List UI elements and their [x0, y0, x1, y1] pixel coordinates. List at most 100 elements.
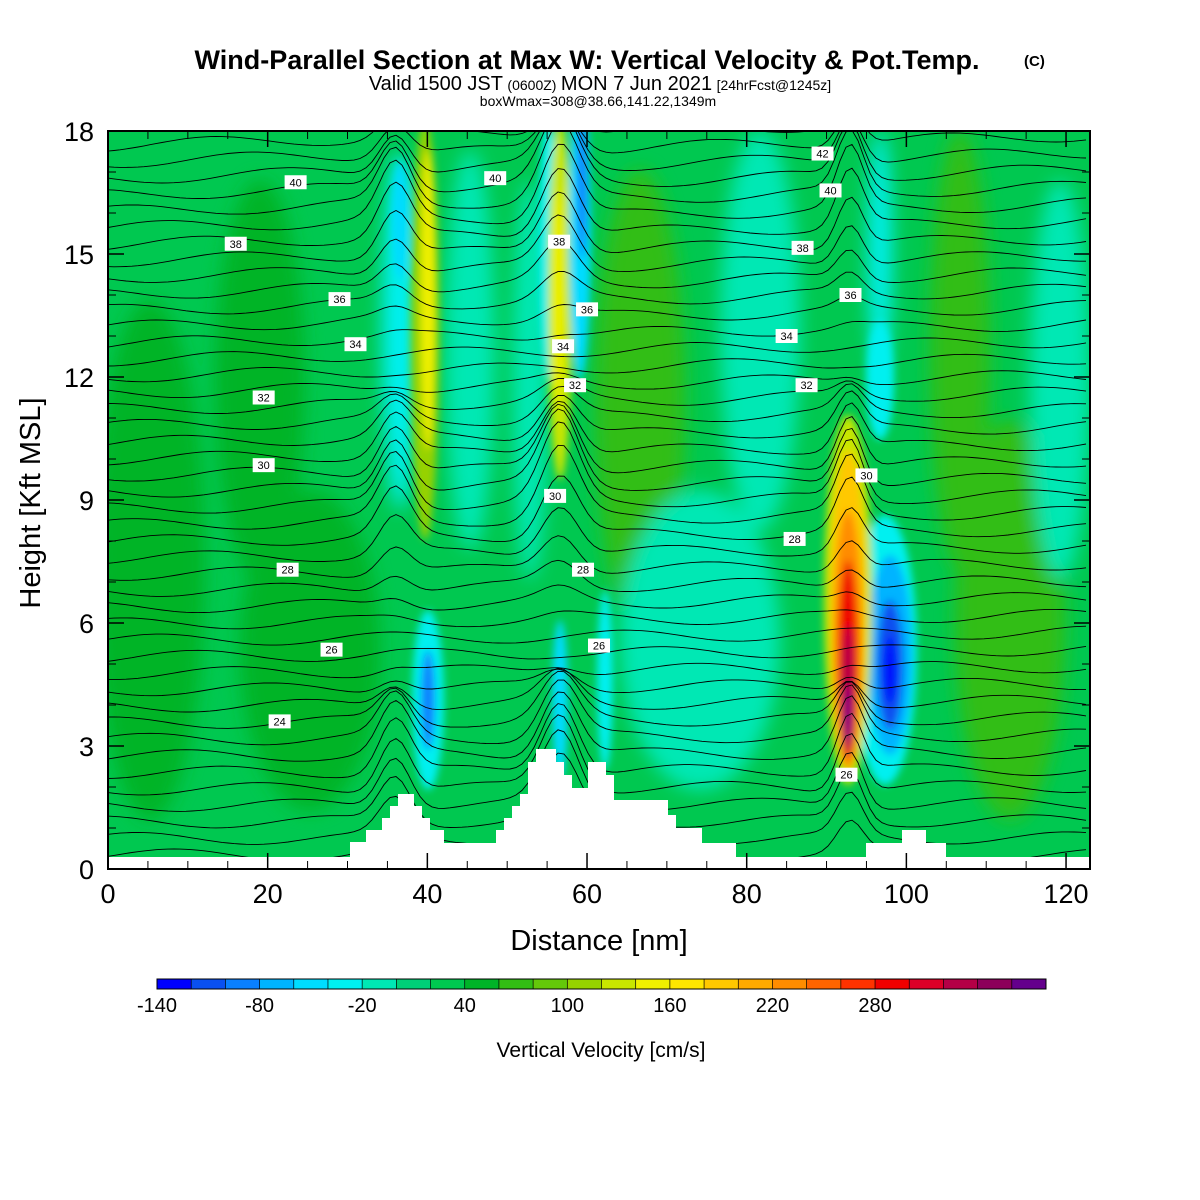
theta-contour-line — [108, 390, 1087, 446]
theta-label-text: 40 — [489, 173, 501, 185]
velocity-blob — [108, 300, 205, 820]
y-tick-label: 15 — [64, 240, 94, 270]
theta-label: 42 — [811, 146, 834, 161]
velocity-blob — [1030, 180, 1090, 580]
theta-label: 28 — [276, 562, 299, 577]
theta-label-text: 38 — [553, 237, 565, 249]
theta-contour-line — [108, 644, 1087, 662]
theta-label-text: 40 — [824, 185, 836, 197]
theta-contour-line — [108, 421, 1087, 514]
theta-contour-line — [108, 337, 1087, 367]
theta-contour-line — [108, 608, 1087, 630]
y-axis-label: Height [Kft MSL] — [15, 397, 47, 608]
theta-label-text: 32 — [258, 393, 270, 405]
velocity-blob — [215, 180, 305, 580]
theta-label-text: 28 — [577, 565, 589, 577]
theta-label-box — [572, 562, 595, 577]
theta-contours — [108, 131, 1087, 862]
theta-label-text: 42 — [816, 149, 828, 161]
theta-label: 28 — [572, 562, 595, 577]
colorbar-segment — [396, 979, 432, 989]
velocity-blob — [955, 420, 1065, 820]
theta-label-box — [811, 146, 834, 161]
theta-label-box — [791, 240, 814, 255]
theta-label-box — [588, 638, 610, 653]
theta-label: 34 — [344, 337, 367, 352]
theta-label: 38 — [224, 236, 247, 251]
colorbar-segment — [601, 979, 637, 989]
theta-label-text: 24 — [274, 716, 286, 728]
theta-contour-line — [108, 625, 1087, 646]
colorbar-segment — [806, 979, 842, 989]
x-tick-label: 120 — [1044, 879, 1089, 909]
theta-label-text: 26 — [840, 770, 852, 782]
theta-label: 34 — [775, 329, 798, 343]
colorbar-segment — [293, 979, 329, 989]
colorbar-segment — [1011, 979, 1047, 989]
colorbar-segment — [533, 979, 568, 989]
velocity-blob — [553, 190, 563, 410]
colorbar-segment — [430, 979, 466, 989]
theta-label-text: 26 — [593, 641, 605, 653]
colorbar-tick-label: 40 — [454, 995, 476, 1017]
theta-contour-line — [108, 214, 1086, 283]
theta-contour-line — [108, 143, 1087, 231]
theta-label: 34 — [552, 339, 575, 354]
colorbar-tick-label: 280 — [858, 995, 891, 1017]
theta-label-box — [320, 642, 343, 657]
theta-label-text: 36 — [844, 290, 856, 302]
colorbar-segment — [259, 979, 295, 989]
theta-label-box — [552, 339, 575, 354]
theta-contour-line — [108, 559, 1087, 597]
colorbar-segment — [635, 979, 671, 989]
y-tick-label: 18 — [64, 117, 94, 147]
theta-label-box — [252, 390, 275, 405]
theta-contour-line — [108, 131, 1087, 184]
x-tick-label: 0 — [100, 879, 115, 909]
theta-contour-line — [108, 167, 1087, 250]
theta-label-box — [835, 767, 858, 782]
theta-label-box — [544, 488, 567, 503]
theta-label: 30 — [544, 488, 567, 503]
theta-contour-line — [108, 353, 1087, 383]
theta-contour-line — [108, 131, 1087, 168]
theta-label-box — [344, 337, 367, 352]
velocity-blob — [577, 131, 587, 260]
theta-label-box — [839, 288, 862, 302]
velocity-blob — [720, 131, 800, 530]
velocity-blob — [866, 320, 894, 440]
colorbar-tick-label: -80 — [245, 995, 274, 1017]
theta-contour-line — [108, 444, 1087, 530]
theta-label: 40 — [284, 175, 307, 190]
colorbar-segment — [225, 979, 261, 989]
theta-label: 38 — [548, 234, 571, 249]
theta-label-text: 28 — [282, 565, 294, 577]
theta-label-text: 40 — [289, 177, 301, 189]
colorbar-tick-label: -140 — [137, 995, 177, 1017]
theta-contour-line — [108, 131, 1087, 199]
colorbar-segment — [669, 979, 705, 989]
velocity-blob — [930, 131, 990, 570]
theta-label-text: 28 — [788, 534, 800, 546]
theta-label-text: 32 — [800, 380, 812, 392]
velocity-blob — [597, 590, 613, 770]
theta-label: 26 — [835, 767, 858, 782]
colorbar-label: Vertical Velocity [cm/s] — [497, 1039, 706, 1062]
theta-label-text: 38 — [230, 239, 242, 251]
chart-subtitle: Valid 1500 JST (0600Z) MON 7 Jun 2021 [2… — [369, 73, 831, 95]
chart-title: Wind-Parallel Section at Max W: Vertical… — [195, 45, 980, 75]
theta-contour-line — [108, 131, 812, 152]
theta-contour-line — [108, 679, 1087, 746]
colorbar-tick-label: -20 — [348, 995, 377, 1017]
theta-label-text: 34 — [349, 339, 361, 351]
theta-label: 36 — [839, 288, 862, 302]
velocity-blob — [620, 490, 780, 790]
theta-label: 36 — [328, 292, 351, 307]
theta-contour-line — [108, 240, 1087, 299]
theta-label-text: 36 — [581, 304, 593, 316]
theta-label-box — [795, 378, 818, 393]
theta-label-box — [276, 562, 299, 577]
colorbar-segment — [704, 979, 739, 989]
colorbar-segment — [157, 979, 192, 989]
